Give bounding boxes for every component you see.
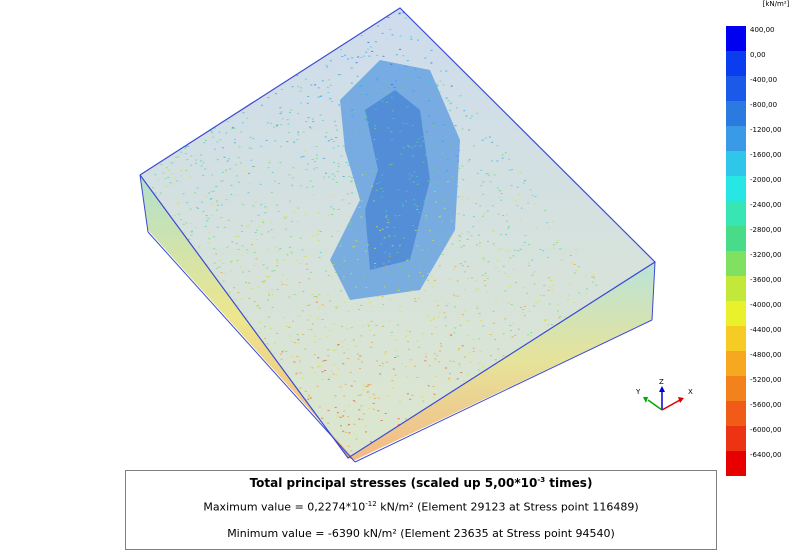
legend-tick-label: -2400,00 [750, 201, 782, 209]
axis-label-y: Y [636, 388, 641, 396]
max-value-text: Maximum value = 0,2274*10-12 kN/m² (Elem… [203, 500, 639, 514]
legend-tick-label: -3600,00 [750, 276, 782, 284]
result-title: Total principal stresses (scaled up 5,00… [249, 476, 593, 490]
legend-swatch [726, 101, 746, 126]
legend-tick-label: -4000,00 [750, 301, 782, 309]
legend-swatch [726, 176, 746, 201]
legend-swatch [726, 401, 746, 426]
legend-tick-label: -6000,00 [750, 426, 782, 434]
legend-tick-label: 400,00 [750, 26, 775, 34]
legend-tick-label: -1200,00 [750, 126, 782, 134]
legend-tick-label: -400,00 [750, 76, 778, 84]
legend-swatch [726, 301, 746, 326]
legend-swatch [726, 51, 746, 76]
color-legend: [kN/m²] 400,00 0,00 -400,00 -800,00 -1200,00… [722, 0, 804, 476]
axis-triad: Y Z X [632, 378, 696, 420]
legend-tick-label: 0,00 [750, 51, 766, 59]
legend-tick-label: -4400,00 [750, 326, 782, 334]
legend-swatch [726, 351, 746, 376]
model-viewport[interactable] [0, 0, 720, 470]
legend-swatch [726, 326, 746, 351]
result-caption-box: Total principal stresses (scaled up 5,00… [125, 470, 717, 550]
legend-unit: [kN/m²] [762, 0, 790, 8]
legend-tick-label: -5200,00 [750, 376, 782, 384]
legend-tick-label: -4800,00 [750, 351, 782, 359]
legend-swatch [726, 426, 746, 451]
legend-tick-label: -2800,00 [750, 226, 782, 234]
stress-point-cloud [148, 12, 598, 453]
legend-swatch [726, 26, 746, 51]
legend-swatch [726, 226, 746, 251]
legend-tick-label: -2000,00 [750, 176, 782, 184]
legend-tick-label: -5600,00 [750, 401, 782, 409]
min-value-text: Minimum value = -6390 kN/m² (Element 236… [227, 527, 615, 540]
legend-swatch [726, 251, 746, 276]
legend-swatch [726, 376, 746, 401]
legend-swatch [726, 126, 746, 151]
legend-tick-label: -1600,00 [750, 151, 782, 159]
legend-swatch [726, 276, 746, 301]
legend-tick-label: -3200,00 [750, 251, 782, 259]
legend-swatch [726, 201, 746, 226]
legend-swatch [726, 151, 746, 176]
legend-tick-label: -6400,00 [750, 451, 782, 459]
axis-label-z: Z [659, 378, 664, 386]
legend-swatch [726, 76, 746, 101]
axis-label-x: X [688, 388, 693, 396]
excavation-core [365, 90, 430, 270]
legend-swatch [726, 451, 746, 476]
legend-tick-label: -800,00 [750, 101, 778, 109]
stress-model-3d[interactable] [0, 0, 720, 470]
axis-triad-icon [643, 386, 684, 411]
